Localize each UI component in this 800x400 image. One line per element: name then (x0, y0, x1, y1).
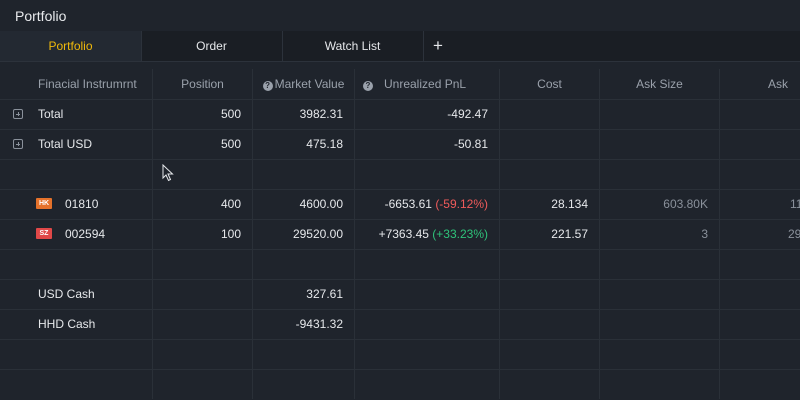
table-row-empty (0, 339, 800, 370)
position-value: 500 (153, 129, 253, 159)
market-value: 3982.31 (253, 99, 355, 129)
table-row-01810[interactable]: HK 01810 400 4600.00 -6653.61 (-59.12%) … (0, 189, 800, 220)
expand-icon[interactable] (13, 109, 23, 119)
row-name: Total (38, 107, 64, 121)
market-badge-hk: HK (36, 198, 52, 209)
expand-icon[interactable] (13, 139, 23, 149)
column-header-position[interactable]: Position (153, 69, 253, 99)
table-row-empty (0, 369, 800, 399)
cost-value: 221.57 (500, 219, 600, 249)
unrealized-pnl-percent: (+33.23%) (432, 227, 488, 241)
unrealized-pnl: -50.81 (355, 129, 500, 159)
column-header-unrealized-pnl[interactable]: ? Unrealized PnL (355, 69, 500, 99)
table-row-002594[interactable]: SZ 002594 100 29520.00 +7363.45 (+33.23%… (0, 219, 800, 250)
position-value: 400 (153, 189, 253, 219)
column-header-ask[interactable]: Ask (768, 77, 789, 91)
ask-value: 29 (788, 227, 800, 241)
tab-order[interactable]: Order (141, 31, 283, 61)
portfolio-table: Finacial Instrumrnt Position ? Market Val… (0, 69, 800, 400)
table-header: Finacial Instrumrnt Position ? Market Val… (0, 69, 800, 100)
market-value: 327.61 (253, 279, 355, 309)
market-value: -9431.32 (253, 309, 355, 339)
position-value: 100 (153, 219, 253, 249)
market-value: 4600.00 (253, 189, 355, 219)
add-tab-button[interactable]: + (433, 36, 443, 55)
market-value: 475.18 (253, 129, 355, 159)
ask-value: 11 (790, 197, 800, 211)
instrument-code: 01810 (65, 197, 99, 211)
column-header-instrument[interactable]: Finacial Instrumrnt (0, 69, 153, 99)
table-row-empty (0, 159, 800, 190)
help-icon[interactable]: ? (363, 81, 373, 91)
market-value: 29520.00 (253, 219, 355, 249)
column-header-market-value[interactable]: ? Market Value (253, 69, 355, 99)
table-row-total[interactable]: Total 500 3982.31 -492.47 (0, 99, 800, 130)
row-name: USD Cash (0, 279, 153, 309)
unrealized-pnl: -492.47 (355, 99, 500, 129)
ask-size-value: 3 (600, 219, 720, 249)
cost-value: 28.134 (500, 189, 600, 219)
column-header-cost[interactable]: Cost (500, 69, 600, 99)
table-row-empty (0, 249, 800, 280)
column-header-ask-size[interactable]: Ask Size (600, 69, 720, 99)
table-row-total-usd[interactable]: Total USD 500 475.18 -50.81 (0, 129, 800, 160)
market-badge-sz: SZ (36, 228, 52, 239)
instrument-code: 002594 (65, 227, 106, 241)
position-value: 500 (153, 99, 253, 129)
unrealized-pnl: +7363.45 (378, 227, 429, 241)
ask-size-value: 603.80K (600, 189, 720, 219)
row-name: HHD Cash (0, 309, 153, 339)
title-bar: Portfolio (0, 0, 800, 31)
table-row-hhd-cash[interactable]: HHD Cash -9431.32 (0, 309, 800, 340)
tab-bar: Portfolio Order Watch List + (0, 31, 800, 62)
row-name: Total USD (38, 137, 93, 151)
tab-portfolio[interactable]: Portfolio (0, 31, 142, 61)
tab-watch-list[interactable]: Watch List (282, 31, 424, 61)
window-title: Portfolio (15, 8, 67, 24)
table-row-usd-cash[interactable]: USD Cash 327.61 (0, 279, 800, 310)
unrealized-pnl: -6653.61 (384, 197, 432, 211)
help-icon[interactable]: ? (262, 81, 273, 91)
mouse-pointer-icon (162, 164, 174, 182)
unrealized-pnl-percent: (-59.12%) (435, 197, 488, 211)
